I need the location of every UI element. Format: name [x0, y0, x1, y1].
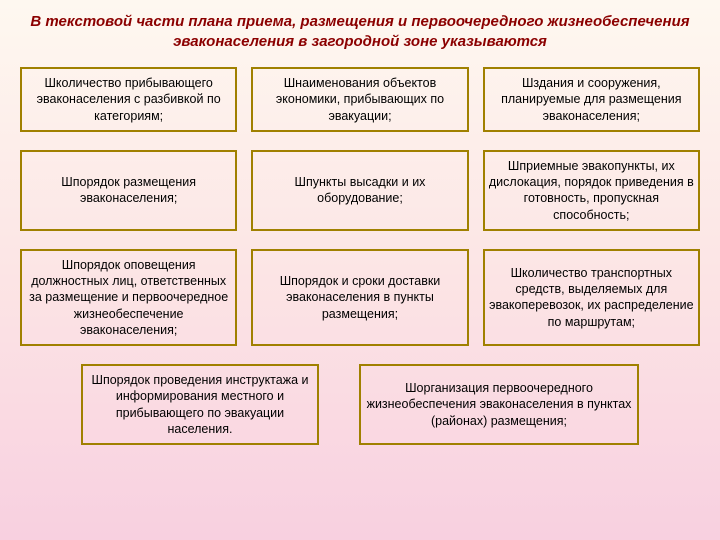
box-r4c2: Шорганизация первоочередного жизнеобеспе… — [359, 364, 639, 445]
page-title: В текстовой части плана приема, размещен… — [20, 12, 700, 51]
row-3: Шпорядок оповещения должностных лиц, отв… — [20, 249, 700, 346]
box-r1c3: Шздания и сооружения, планируемые для ра… — [483, 67, 700, 132]
box-r2c2: Шпункты высадки и их оборудование; — [251, 150, 468, 231]
box-r4c1: Шпорядок проведения инструктажа и информ… — [81, 364, 319, 445]
box-r2c3: Шприемные эвакопункты, их дислокация, по… — [483, 150, 700, 231]
box-r3c3: Школичество транспортных средств, выделя… — [483, 249, 700, 346]
box-r1c2: Шнаименования объектов экономики, прибыв… — [251, 67, 468, 132]
row-2: Шпорядок размещения эваконаселения; Шпун… — [20, 150, 700, 231]
row-4: Шпорядок проведения инструктажа и информ… — [20, 364, 700, 445]
box-r3c2: Шпорядок и сроки доставки эваконаселения… — [251, 249, 468, 346]
box-r1c1: Школичество прибывающего эваконаселения … — [20, 67, 237, 132]
box-r2c1: Шпорядок размещения эваконаселения; — [20, 150, 237, 231]
box-r3c1: Шпорядок оповещения должностных лиц, отв… — [20, 249, 237, 346]
boxes-grid: Школичество прибывающего эваконаселения … — [20, 67, 700, 445]
row-1: Школичество прибывающего эваконаселения … — [20, 67, 700, 132]
